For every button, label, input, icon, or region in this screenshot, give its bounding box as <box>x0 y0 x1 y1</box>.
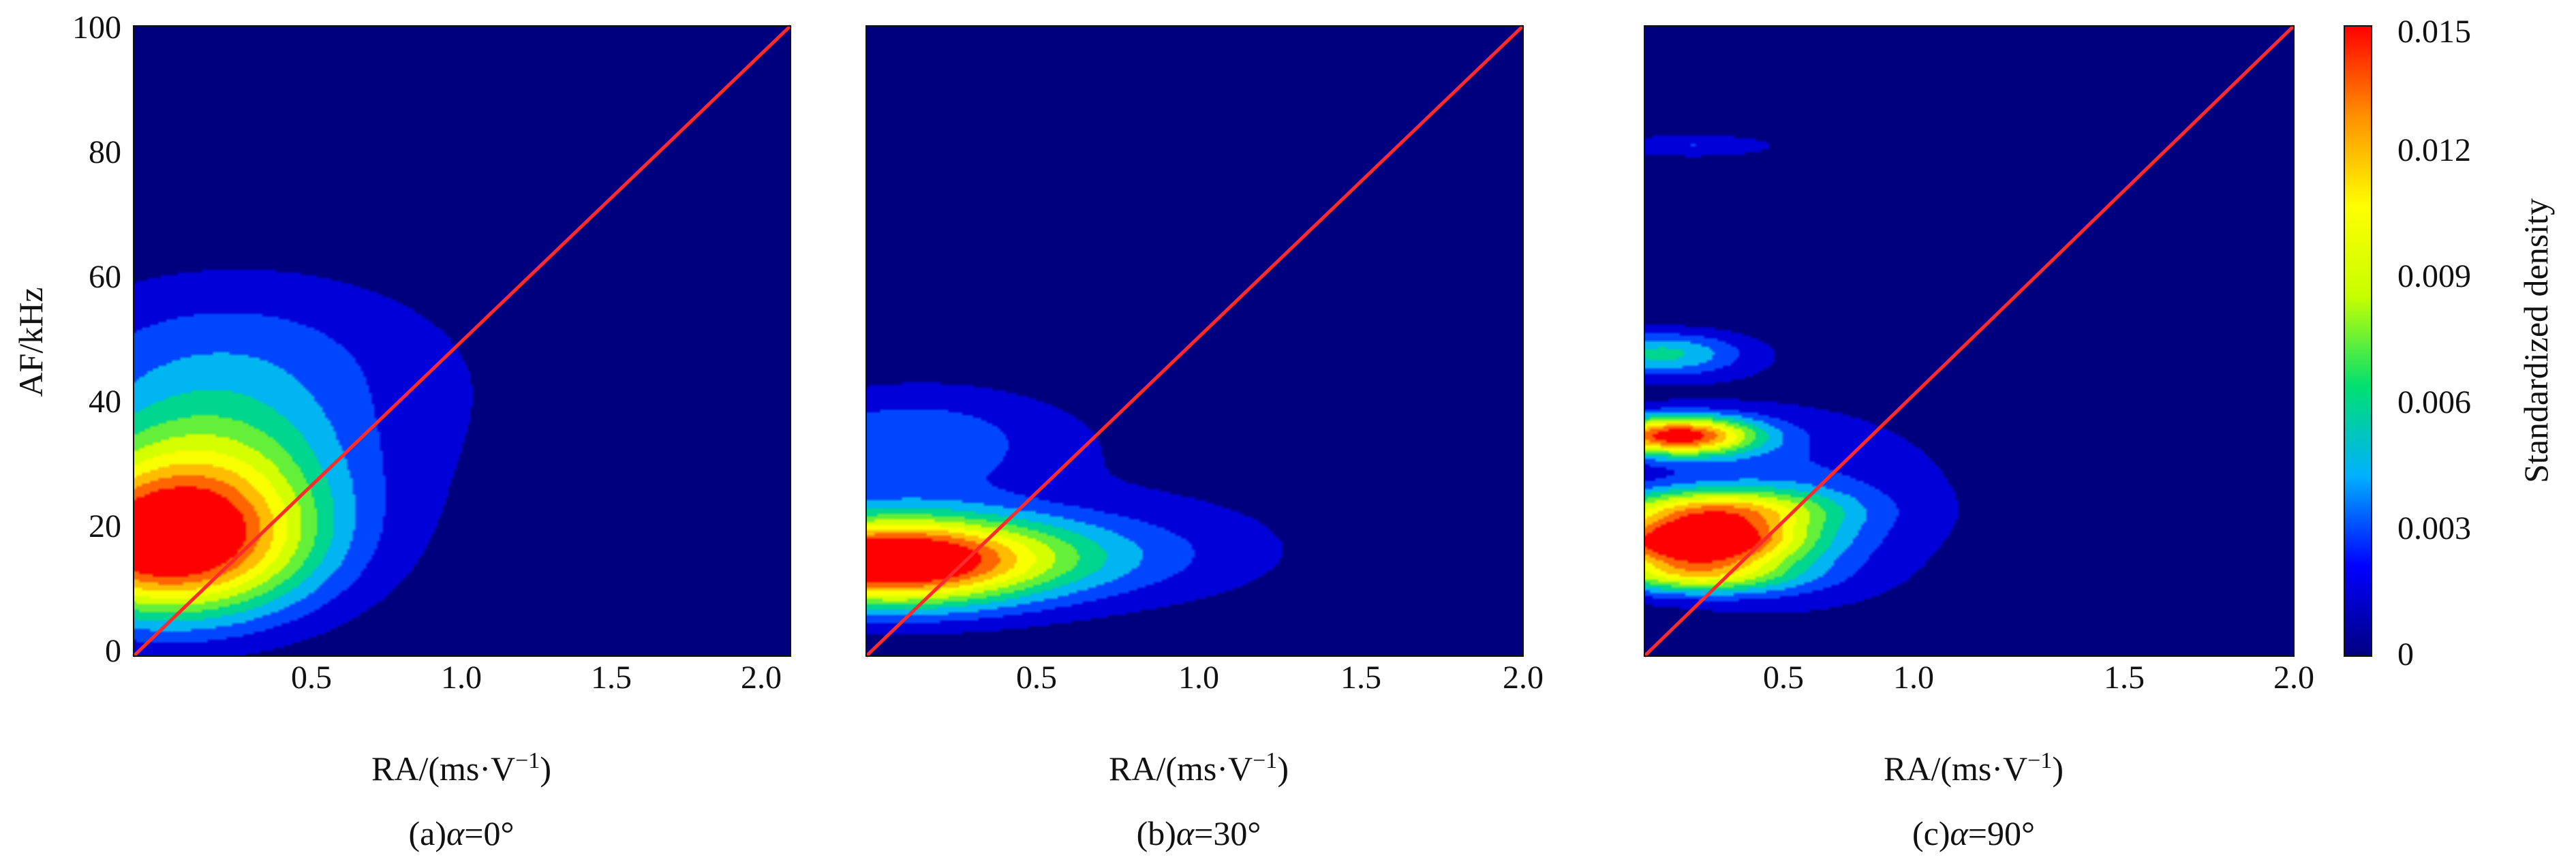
panel-c-xtick-1.0: 1.0 <box>1893 660 1934 696</box>
panel-b-reference-line <box>865 25 1524 658</box>
panel-a-xtick-0.5: 0.5 <box>291 660 332 696</box>
panel-c-frame <box>1644 25 2295 657</box>
panel-c-xtick-0.5: 0.5 <box>1763 660 1804 696</box>
panel-b-xtick-0.5: 0.5 <box>1016 660 1057 696</box>
panel-c-xtick-1.5: 1.5 <box>2104 660 2145 696</box>
panel-a-ytick-60: 60 <box>89 259 121 295</box>
panel-b-xtick-2.0: 2.0 <box>1503 660 1544 696</box>
colorbar-gradient <box>2344 25 2372 657</box>
panel-a-xtick-2.0: 2.0 <box>741 660 782 696</box>
panel-a-ytick-20: 20 <box>89 508 121 544</box>
colorbar-ticks: 0 0.003 0.006 0.009 0.012 0.015 <box>2397 14 2471 672</box>
panel-c-plot-area <box>1643 25 2295 658</box>
panel-a-plot-area <box>132 25 792 658</box>
panel-a-reference-line <box>132 25 792 658</box>
colorbar-tick-0.009: 0.009 <box>2397 258 2471 294</box>
panel-b-xtick-1.5: 1.5 <box>1340 660 1381 696</box>
panel-c-xticks: 0.5 1.0 1.5 2.0 <box>1763 660 2314 696</box>
panel-a-xticks: 0.5 1.0 1.5 2.0 <box>291 660 782 696</box>
colorbar-tick-0.003: 0.003 <box>2397 510 2471 546</box>
panel-a-ytick-0: 0 <box>105 633 121 669</box>
panel-a-ytick-100: 100 <box>72 10 121 46</box>
panel-b-plot-area <box>865 25 1524 658</box>
colorbar-tick-0.012: 0.012 <box>2397 132 2471 168</box>
panel-a-caption: (a)α=0° <box>409 814 515 852</box>
panel-b-xlabel: RA/(ms·V−1) <box>1109 748 1289 788</box>
panel-a-ylabel: AF/kHz <box>12 287 50 397</box>
panel-a-frame <box>133 25 791 657</box>
colorbar: 0 0.003 0.006 0.009 0.012 0.015 Standard… <box>2344 14 2555 672</box>
colorbar-tick-0.015: 0.015 <box>2397 14 2471 50</box>
panel-a-yticks: 0 20 40 60 80 100 <box>72 10 121 669</box>
panel-b-frame <box>865 25 1524 657</box>
panel-a-ytick-80: 80 <box>89 134 121 170</box>
panel-c-xlabel: RA/(ms·V−1) <box>1884 748 2064 788</box>
colorbar-tick-0.006: 0.006 <box>2397 384 2471 420</box>
panel-c-xtick-2.0: 2.0 <box>2273 660 2314 696</box>
panel-c: 0.5 1.0 1.5 2.0 RA/(ms·V−1) (c)α=90° <box>1643 25 2314 852</box>
panel-c-caption: (c)α=90° <box>1912 814 2035 852</box>
panel-a: 0.5 1.0 1.5 2.0 0 20 40 60 80 100 AF/kHz… <box>12 10 792 852</box>
panel-b-caption: (b)α=30° <box>1137 814 1261 852</box>
panel-b: 0.5 1.0 1.5 2.0 RA/(ms·V−1) (b)α=30° <box>865 25 1544 852</box>
panel-c-reference-line <box>1643 25 2295 658</box>
panel-b-xtick-1.0: 1.0 <box>1178 660 1219 696</box>
panel-a-xlabel: RA/(ms·V−1) <box>371 748 551 788</box>
colorbar-tick-0: 0 <box>2397 636 2414 672</box>
panel-a-xtick-1.5: 1.5 <box>591 660 632 696</box>
panel-a-ytick-40: 40 <box>89 384 121 420</box>
panel-a-xtick-1.0: 1.0 <box>441 660 482 696</box>
panel-b-xticks: 0.5 1.0 1.5 2.0 <box>1016 660 1544 696</box>
colorbar-label: Standardized density <box>2517 198 2555 483</box>
